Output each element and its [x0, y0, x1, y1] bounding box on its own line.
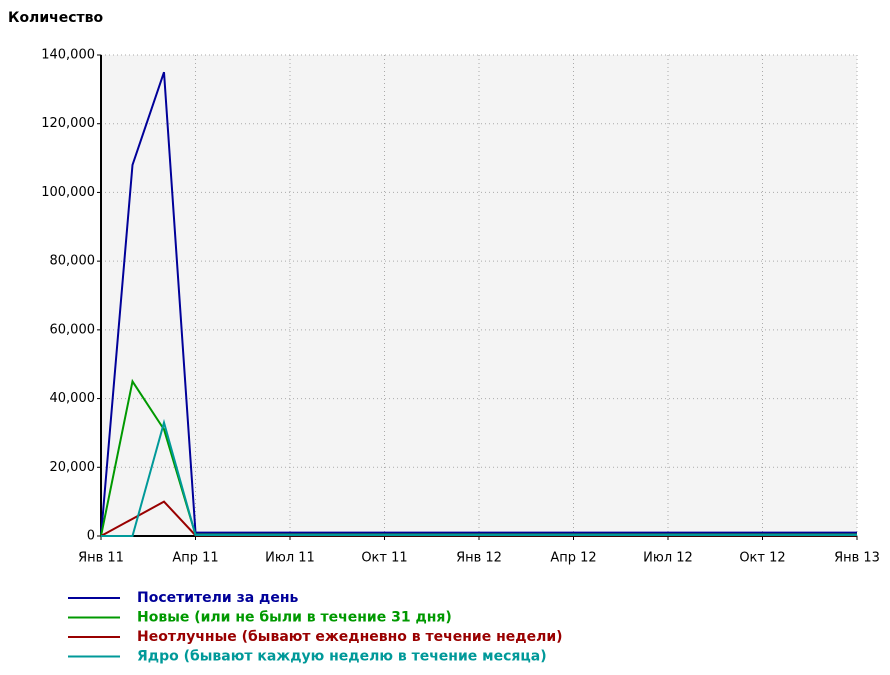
y-tick-label: 60,000	[50, 322, 96, 337]
x-tick-label: Июл 12	[643, 551, 693, 566]
legend-label: Посетители за день	[137, 590, 299, 606]
x-tick-label: Окт 12	[739, 551, 785, 566]
series-line	[100, 71, 857, 537]
y-tick-label: 0	[87, 529, 95, 544]
y-tick-label: 20,000	[50, 460, 96, 475]
series-line	[101, 418, 857, 537]
y-tick-label: 80,000	[50, 254, 96, 269]
legend-label: Новые (или не были в течение 31 дня)	[137, 610, 452, 626]
legend-label: Неотлучные (бывают ежедневно в течение н…	[137, 629, 563, 645]
x-tick-label: Янв 13	[834, 551, 880, 566]
y-tick-label: 120,000	[41, 116, 95, 131]
x-tick-label: Окт 11	[361, 551, 407, 566]
legend-label: Ядро (бывают каждую неделю в течение мес…	[137, 649, 547, 665]
y-tick-label: 40,000	[50, 391, 96, 406]
y-tick-label: 100,000	[41, 185, 95, 200]
x-tick-label: Янв 12	[456, 551, 502, 566]
y-tick-label: 140,000	[41, 48, 95, 63]
x-tick-label: Апр 12	[550, 551, 596, 566]
x-tick-label: Апр 11	[172, 551, 218, 566]
y-axis-title: Количество	[8, 10, 104, 26]
x-tick-label: Июл 11	[265, 551, 315, 566]
x-tick-label: Янв 11	[78, 551, 124, 566]
